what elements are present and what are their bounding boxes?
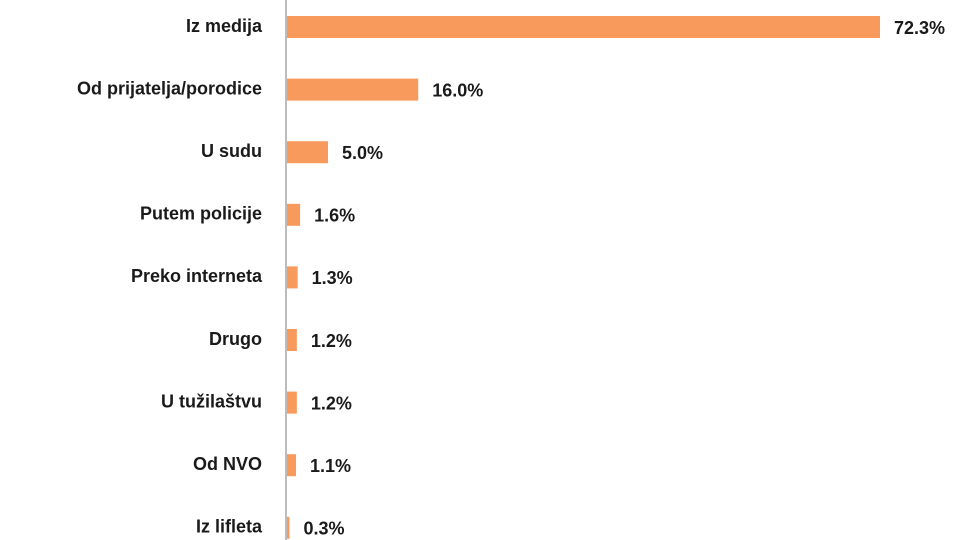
category-label: Od prijatelja/porodice <box>77 78 262 98</box>
value-label: 1.2% <box>311 331 352 351</box>
category-label: Putem policije <box>140 204 262 224</box>
bar <box>287 454 297 477</box>
bar <box>287 141 329 164</box>
category-label: Drugo <box>209 329 262 349</box>
bar <box>287 16 880 38</box>
value-label: 5.0% <box>342 143 383 163</box>
bar <box>287 391 297 414</box>
category-label: Preko interneta <box>131 266 263 286</box>
bar <box>287 516 290 539</box>
value-label: 1.6% <box>314 206 355 226</box>
value-label: 1.2% <box>311 393 352 413</box>
category-label: Iz medija <box>186 16 263 36</box>
bar <box>287 266 298 289</box>
category-label: Od NVO <box>193 454 262 474</box>
value-label: 0.3% <box>303 519 344 539</box>
value-label: 16.0% <box>432 80 483 100</box>
value-label: 72.3% <box>894 18 945 38</box>
bar <box>287 203 301 226</box>
value-label: 1.1% <box>310 456 351 476</box>
value-label: 1.3% <box>312 268 353 288</box>
category-label: Iz lifleta <box>196 517 263 537</box>
category-label: U tužilaštvu <box>161 391 262 411</box>
bar <box>287 78 419 101</box>
category-label: U sudu <box>201 141 262 161</box>
bar <box>287 329 297 351</box>
